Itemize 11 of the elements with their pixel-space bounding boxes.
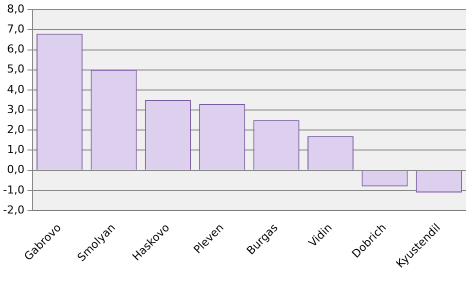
y-tick-label: 8,0 <box>6 2 24 16</box>
y-tick-label: 5,0 <box>6 62 24 76</box>
y-tick-label: 2,0 <box>6 123 24 136</box>
y-tick-label: 6,0 <box>6 42 24 56</box>
y-tick-label: -1,0 <box>2 183 24 196</box>
y-tick-label: -2,0 <box>2 203 24 216</box>
y-tick-label: 0,0 <box>6 163 24 176</box>
y-tick-label: 3,0 <box>6 102 24 116</box>
y-tick-label: 7,0 <box>6 22 24 36</box>
y-tick-label: 1,0 <box>6 143 24 156</box>
y-tick-label: 4,0 <box>6 82 24 96</box>
